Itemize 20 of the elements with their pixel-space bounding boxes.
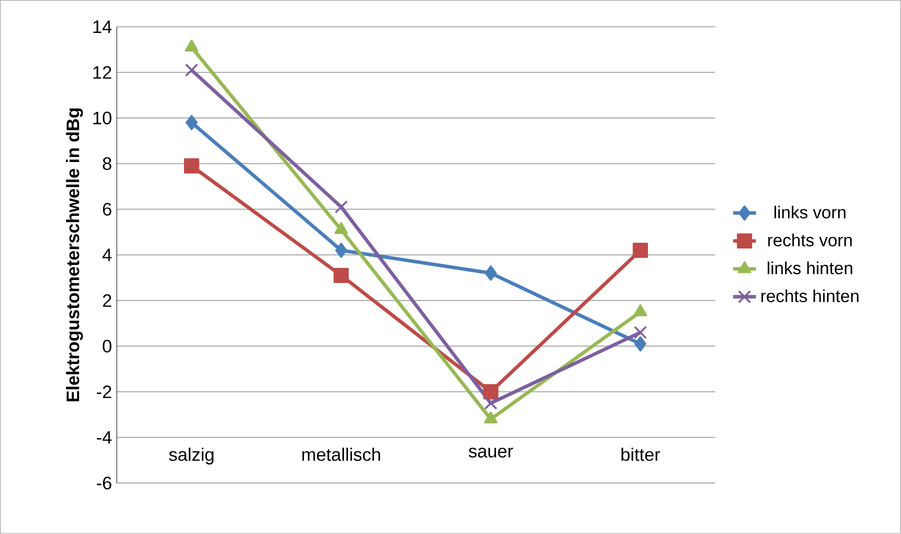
y-tick-label: 8 — [102, 157, 112, 170]
y-tick-label: -4 — [96, 431, 112, 444]
x-tick-label: metallisch — [302, 448, 380, 462]
y-tick-label: 14 — [93, 20, 112, 34]
y-tick-label: -2 — [96, 386, 112, 398]
y-axis-title: Elektrogustometerschwelle in dBg — [66, 108, 83, 402]
y-tick-label: 4 — [102, 248, 112, 262]
legend-label: links hinten — [768, 262, 852, 274]
legend-label: links vorn — [774, 206, 846, 219]
legend-label: rechts vorn — [768, 234, 852, 246]
x-tick-label: sauer — [468, 448, 513, 458]
legend-label: rechts hinten — [761, 290, 858, 302]
y-tick-label: -6 — [96, 476, 112, 490]
y-tick-label: 6 — [102, 202, 112, 216]
x-tick-label: salzig — [169, 448, 214, 465]
y-tick-label: 10 — [93, 112, 112, 124]
y-tick-label: 12 — [93, 66, 112, 79]
y-tick-label: 0 — [102, 340, 112, 353]
y-tick-label: 2 — [102, 294, 112, 307]
x-tick-label: bitter — [621, 448, 660, 462]
